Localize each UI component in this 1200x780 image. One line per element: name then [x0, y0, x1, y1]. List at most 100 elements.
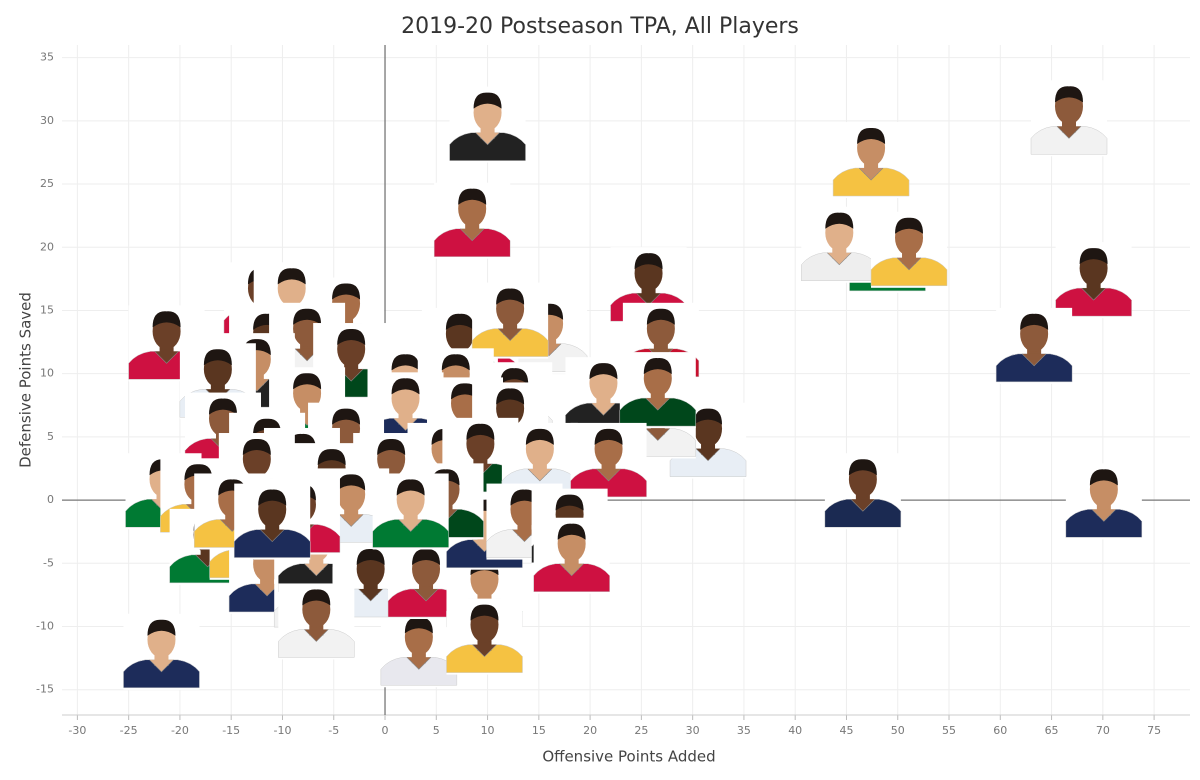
player-marker [824, 453, 902, 530]
jersey [619, 397, 697, 427]
player-marker [449, 86, 526, 163]
collar [1056, 126, 1082, 139]
x-tick-label: 15 [532, 724, 546, 737]
player-marker [619, 352, 697, 429]
chart-title: 2019-20 Postseason TPA, All Players [401, 14, 799, 39]
player-marker [446, 598, 523, 675]
x-tick-label: -5 [328, 724, 339, 737]
hair [634, 253, 663, 270]
collar [154, 351, 179, 364]
collar [304, 563, 329, 577]
hair [1020, 313, 1049, 330]
hair [391, 354, 420, 371]
y-tick-label: -5 [43, 556, 54, 569]
hair [147, 619, 176, 636]
hair [500, 368, 529, 385]
hair [337, 474, 366, 491]
y-tick-label: 30 [40, 114, 54, 127]
jersey [433, 228, 511, 257]
hair [337, 328, 366, 346]
player-marker [1055, 242, 1132, 319]
collar [1021, 353, 1047, 367]
hair [451, 383, 480, 400]
jersey [824, 498, 902, 528]
y-tick-label: -15 [36, 683, 54, 696]
x-tick-label: -15 [222, 724, 240, 737]
y-tick-label: -10 [36, 620, 54, 633]
jersey [832, 167, 910, 197]
jersey [995, 353, 1073, 383]
hair [317, 449, 346, 466]
x-tick-label: -25 [120, 724, 138, 737]
y-tick-label: 15 [40, 303, 54, 316]
hair [1089, 469, 1118, 486]
hair [332, 283, 361, 300]
hair [473, 92, 502, 109]
hair [391, 378, 420, 395]
player-marker [233, 483, 311, 560]
x-tick-label: 25 [634, 724, 648, 737]
hair [1079, 248, 1108, 265]
hair [594, 428, 623, 445]
hair [412, 548, 441, 565]
markers [123, 80, 1143, 690]
hair [895, 217, 924, 234]
player-marker [123, 613, 200, 690]
player-marker [995, 307, 1073, 384]
x-tick-label: 45 [839, 724, 853, 737]
jersey [278, 629, 355, 658]
x-tick-label: -20 [171, 724, 189, 737]
y-tick-label: 0 [47, 493, 54, 506]
collar [527, 468, 553, 482]
x-tick-label: 20 [583, 724, 597, 737]
collar [358, 588, 383, 602]
jersey [446, 644, 523, 673]
player-marker [1030, 80, 1108, 157]
player-marker [801, 206, 878, 283]
jersey [1065, 509, 1143, 538]
collar [475, 132, 500, 146]
player-marker [278, 583, 355, 660]
player-marker [433, 182, 511, 259]
collar [591, 402, 616, 416]
x-tick-label: 30 [686, 724, 700, 737]
x-tick-label: 10 [481, 724, 495, 737]
x-tick-label: 60 [993, 724, 1007, 737]
player-marker [372, 473, 449, 550]
y-tick-label: 5 [47, 430, 54, 443]
y-tick-label: 20 [40, 240, 54, 253]
y-axis-label: Defensive Points Saved [17, 292, 35, 468]
collar [459, 228, 485, 242]
collar [896, 257, 922, 271]
x-tick-label: 55 [942, 724, 956, 737]
jersey [372, 519, 449, 548]
hair [589, 363, 618, 380]
jersey [123, 659, 200, 689]
player-marker [380, 611, 458, 688]
collar [1081, 287, 1106, 301]
collar [695, 448, 721, 462]
x-tick-label: -30 [68, 724, 86, 737]
hair [293, 308, 322, 325]
player-marker [471, 282, 549, 359]
jersey [1030, 126, 1108, 155]
y-tick-label: 25 [40, 177, 54, 190]
collar [413, 588, 439, 602]
hair [332, 408, 361, 425]
hair [203, 349, 232, 366]
hair [646, 308, 675, 325]
hair [258, 489, 287, 506]
collar [596, 468, 621, 482]
jersey [449, 132, 526, 161]
y-tick-label: 10 [40, 367, 54, 380]
hair [1054, 86, 1083, 103]
collar [850, 499, 876, 512]
hair [496, 388, 525, 405]
hair [470, 604, 499, 621]
player-marker [870, 211, 948, 288]
y-tick-label: 35 [40, 51, 54, 64]
hair [208, 398, 237, 415]
player-marker [832, 122, 910, 199]
hair [356, 548, 385, 565]
hair [848, 459, 877, 476]
